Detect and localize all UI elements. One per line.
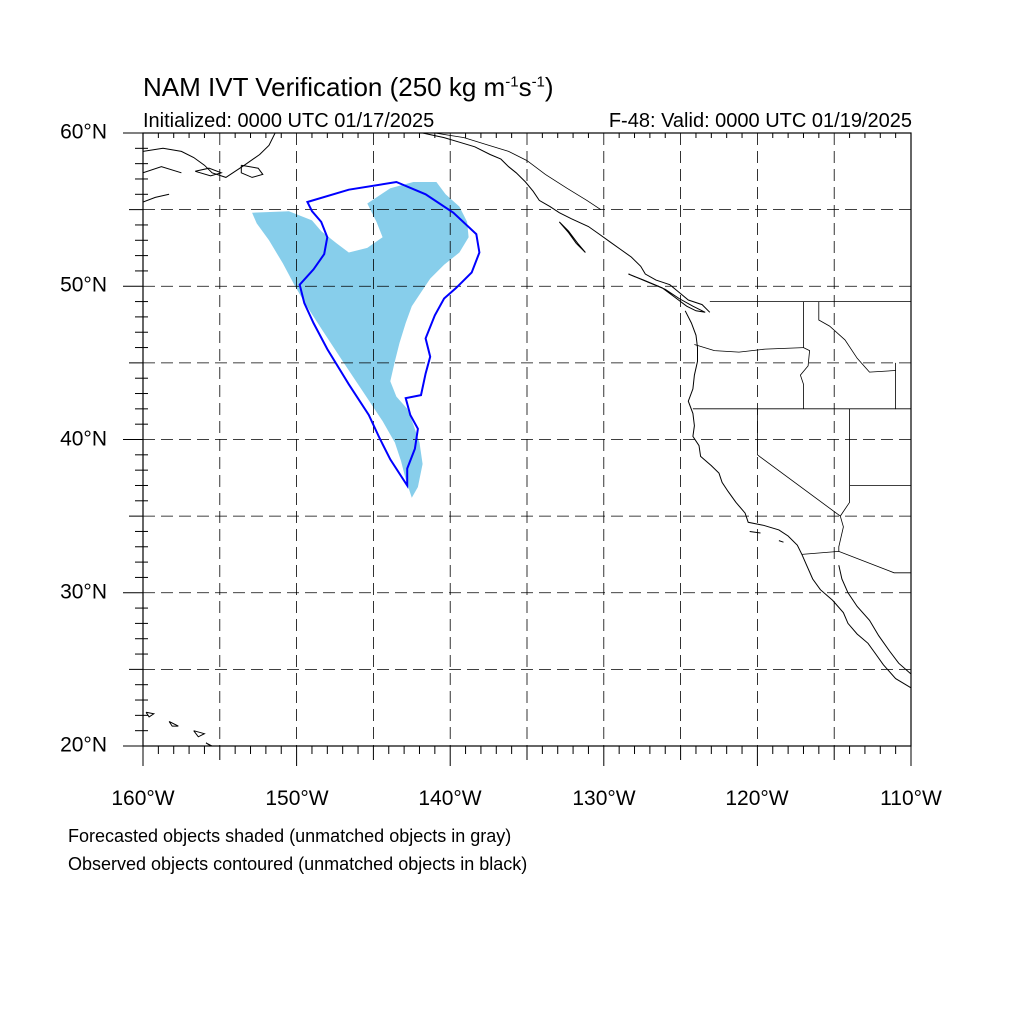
- coastline-6: [558, 221, 586, 253]
- axis-labels: 20°N 30°N 40°N 50°N 60°N 160°W 150°W 140…: [60, 121, 942, 810]
- coastline-12: [205, 742, 213, 746]
- coastline-3: [195, 167, 223, 177]
- border-3: [799, 301, 811, 409]
- valid-time: F-48: Valid: 0000 UTC 01/19/2025: [608, 110, 912, 132]
- coastline-4: [240, 164, 264, 178]
- lon-label-130w: 130°W: [572, 787, 635, 810]
- lat-label-50: 50°N: [60, 274, 107, 297]
- lon-label-160w: 160°W: [111, 787, 174, 810]
- caption-forecast: Forecasted objects shaded (unmatched obj…: [68, 826, 512, 846]
- coastline-8: [684, 310, 911, 689]
- lon-label-110w: 110°W: [880, 787, 942, 810]
- lon-label-140w: 140°W: [418, 787, 481, 810]
- border-9: [818, 301, 896, 373]
- border-0: [434, 133, 601, 210]
- coastline-13: [193, 730, 206, 738]
- coastline-2: [143, 193, 170, 203]
- border-2: [694, 344, 804, 353]
- lon-label-150w: 150°W: [265, 787, 328, 810]
- border-6: [838, 408, 850, 552]
- coastline-9: [838, 565, 911, 675]
- border-5: [757, 408, 841, 517]
- lat-label-40: 40°N: [60, 428, 107, 451]
- coastline-14: [168, 721, 179, 727]
- border-8: [801, 550, 911, 574]
- lon-label-120w: 120°W: [725, 787, 788, 810]
- initialized-time: Initialized: 0000 UTC 01/17/2025: [143, 110, 435, 132]
- observed-contour: [298, 180, 481, 489]
- forecast-object: [252, 182, 469, 498]
- coastline-7: [628, 273, 706, 313]
- lat-label-20: 20°N: [60, 734, 107, 757]
- coastline-0: [143, 133, 276, 178]
- map-frame: [142, 132, 912, 747]
- gridlines-layer: [143, 133, 911, 746]
- lat-label-30: 30°N: [60, 581, 107, 604]
- coastline-1: [143, 166, 182, 174]
- coastline-11: [778, 540, 784, 543]
- lat-label-60: 60°N: [60, 121, 107, 144]
- border-10: [895, 362, 911, 410]
- map-title: NAM IVT Verification (250 kg m-1s-1): [143, 72, 554, 102]
- coastline-15: [145, 711, 156, 718]
- coastline-layer: [143, 133, 911, 746]
- coastline-5: [422, 133, 711, 313]
- coastline-10: [749, 531, 761, 534]
- forecast-objects-layer: [252, 182, 469, 498]
- caption-observed: Observed objects contoured (unmatched ob…: [68, 854, 528, 874]
- observed-objects-layer: [298, 180, 481, 489]
- axis-ticks: [123, 132, 912, 766]
